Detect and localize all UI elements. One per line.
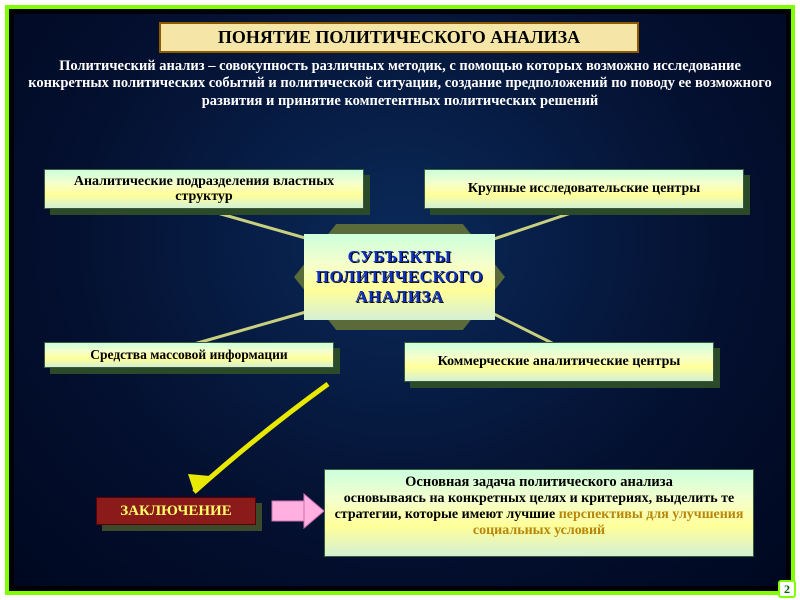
- box-top-right: Крупные исследовательские центры: [424, 169, 744, 209]
- box-label: Средства массовой информации: [90, 348, 287, 363]
- box-face: Крупные исследовательские центры: [424, 169, 744, 209]
- center-node: СУБЪЕКТЫ ПОЛИТИЧЕСКОГО АНАЛИЗА: [302, 232, 497, 322]
- intro-paragraph: Политический анализ – совокупность разли…: [24, 58, 776, 110]
- box-label: Аналитические подразделения властных стр…: [51, 174, 357, 205]
- page-number: 2: [778, 580, 796, 598]
- page-number-text: 2: [784, 582, 790, 597]
- conclusion-label: ЗАКЛЮЧЕНИЕ: [120, 503, 231, 520]
- box-face: Средства массовой информации: [44, 342, 334, 368]
- center-l2: ПОЛИТИЧЕСКОГО: [316, 267, 483, 287]
- center-l1: СУБЪЕКТЫ: [348, 247, 452, 267]
- intro-lead: Политический анализ: [59, 58, 205, 74]
- task-box: Основная задача политического анализа ос…: [324, 469, 754, 557]
- title-bar: ПОНЯТИЕ ПОЛИТИЧЕСКОГО АНАЛИЗА: [159, 22, 639, 53]
- title-text: ПОНЯТИЕ ПОЛИТИЧЕСКОГО АНАЛИЗА: [218, 27, 580, 47]
- outer-frame: ПОНЯТИЕ ПОЛИТИЧЕСКОГО АНАЛИЗА Политическ…: [5, 5, 795, 595]
- box-bottom-left: Средства массовой информации: [44, 342, 334, 368]
- center-l3: АНАЛИЗА: [355, 287, 443, 307]
- box-face: Аналитические подразделения властных стр…: [44, 169, 364, 209]
- box-label: Крупные исследовательские центры: [468, 181, 700, 196]
- box-label: Коммерческие аналитические центры: [438, 354, 681, 369]
- box-face: Коммерческие аналитические центры: [404, 342, 714, 382]
- center-face: СУБЪЕКТЫ ПОЛИТИЧЕСКОГО АНАЛИЗА: [304, 234, 495, 320]
- slide-canvas: ПОНЯТИЕ ПОЛИТИЧЕСКОГО АНАЛИЗА Политическ…: [14, 14, 786, 586]
- box-bottom-right: Коммерческие аналитические центры: [404, 342, 714, 382]
- task-head: Основная задача политического анализа: [331, 474, 747, 491]
- conclusion-box: ЗАКЛЮЧЕНИЕ: [96, 497, 256, 525]
- box-top-left: Аналитические подразделения властных стр…: [44, 169, 364, 209]
